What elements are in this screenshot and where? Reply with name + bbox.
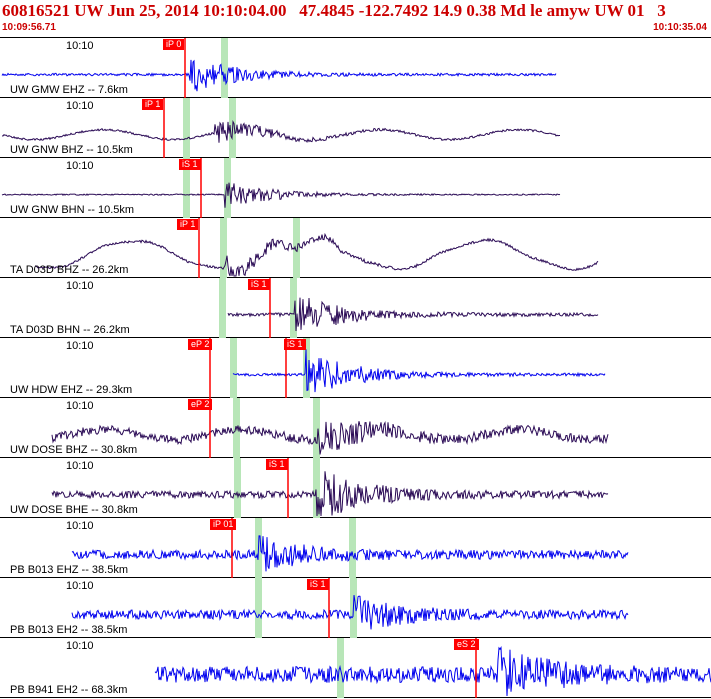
waveform-line	[71, 595, 629, 630]
trace-panel[interactable]: 10:10 PB B941 EH2 -- 68.3km eS 2	[0, 638, 711, 698]
pick-band	[230, 338, 237, 398]
pick-band	[219, 278, 226, 338]
time-tick-label: 10:10	[66, 580, 94, 592]
trace-panel[interactable]: 10:10 UW DOSE BHE -- 30.8km iS 1	[0, 458, 711, 518]
pick-label[interactable]: iP 01	[210, 519, 237, 530]
trace-svg	[51, 458, 609, 518]
waveform-line	[227, 297, 599, 332]
waveform-line	[232, 349, 606, 393]
pick-label[interactable]: iP 1	[177, 219, 199, 230]
station-label: UW HDW EHZ -- 29.3km	[10, 384, 133, 396]
pick-band	[293, 218, 300, 278]
trace-panel[interactable]: TA D03D BHZ -- 26.2km iP 1	[0, 218, 711, 278]
waveform-line	[1, 59, 557, 92]
station-label: UW DOSE BHZ -- 30.8km	[10, 444, 138, 456]
pick-band	[221, 38, 228, 98]
seismogram-plot: 10:10 UW GMW EHZ -- 7.6km iP 0 10:10 UW GNW …	[0, 37, 711, 699]
end-time: 10:10:35.04	[653, 22, 707, 33]
trace-panel[interactable]: 10:10 TA D03D BHN -- 26.2km iS 1	[0, 278, 711, 338]
trace-panel[interactable]: 10:10 UW HDW EHZ -- 29.3km eP 2 iS 1	[0, 338, 711, 398]
station-label: UW GNW BHN -- 10.5km	[10, 204, 135, 216]
waveform-line	[1, 182, 561, 208]
event-header: 60816521 UW Jun 25, 2014 10:10:04.00 47.…	[0, 0, 711, 37]
trace-panel[interactable]: 10:10 PB B013 EH2 -- 38.5km iS 1	[0, 578, 711, 638]
waveform-line	[51, 471, 609, 517]
pick-label[interactable]: iS 1	[179, 159, 201, 170]
pick-band	[313, 398, 320, 458]
trace-svg	[1, 98, 560, 158]
time-tick-label: 10:10	[66, 640, 94, 652]
time-tick-label: 10:10	[66, 340, 94, 352]
waveform-line	[34, 232, 599, 277]
time-tick-label: 10:10	[66, 40, 94, 52]
station-label: TA D03D BHZ -- 26.2km	[10, 264, 129, 276]
waveform-line	[51, 420, 609, 455]
station-label: PB B013 EH2 -- 38.5km	[10, 624, 128, 636]
waveform-line	[154, 645, 711, 697]
trace-panel[interactable]: 10:10 UW GNW BHN -- 10.5km iS 1	[0, 158, 711, 218]
trace-svg	[34, 218, 599, 278]
trace-svg	[219, 278, 599, 338]
pick-label[interactable]: iS 1	[266, 459, 288, 470]
pick-band	[183, 158, 190, 218]
time-tick-label: 10:10	[66, 400, 94, 412]
station-label: PB B013 EHZ -- 38.5km	[10, 564, 128, 576]
pick-band	[313, 458, 320, 518]
pick-band	[234, 458, 241, 518]
trace-svg	[1, 38, 557, 98]
pick-label[interactable]: iP 1	[142, 99, 164, 110]
station-label: UW GNW BHZ -- 10.5km	[10, 144, 133, 156]
pick-label[interactable]: iP 0	[163, 39, 185, 50]
trace-panel[interactable]: 10:10 UW GNW BHZ -- 10.5km iP 1	[0, 98, 711, 158]
pick-label[interactable]: eP 2	[188, 399, 213, 410]
trace-svg	[71, 578, 629, 638]
pick-band	[255, 578, 262, 638]
pick-label[interactable]: eS 2	[454, 639, 479, 650]
trace-panel[interactable]: 10:10 PB B013 EHZ -- 38.5km iP 01	[0, 518, 711, 578]
waveform-line	[71, 535, 629, 572]
trace-panel[interactable]: 10:10 UW DOSE BHZ -- 30.8km eP 2	[0, 398, 711, 458]
pick-label-secondary[interactable]: iS 1	[284, 339, 306, 350]
event-title: 60816521 UW Jun 25, 2014 10:10:04.00 47.…	[2, 1, 666, 20]
pick-label[interactable]: iS 1	[248, 279, 270, 290]
station-label: PB B941 EH2 -- 68.3km	[10, 684, 128, 696]
trace-panel[interactable]: 10:10 UW GMW EHZ -- 7.6km iP 0	[0, 38, 711, 98]
time-tick-label: 10:10	[66, 100, 94, 112]
station-label: UW GMW EHZ -- 7.6km	[10, 84, 128, 96]
time-tick-label: 10:10	[66, 460, 94, 472]
pick-label[interactable]: eP 2	[188, 339, 213, 350]
time-tick-label: 10:10	[66, 280, 94, 292]
start-time: 10:09:56.71	[2, 22, 56, 33]
waveform-line	[1, 119, 560, 143]
station-label: UW DOSE BHE -- 30.8km	[10, 504, 138, 516]
pick-label[interactable]: iS 1	[307, 579, 329, 590]
trace-svg	[1, 158, 561, 218]
pick-band	[349, 518, 356, 578]
time-tick-label: 10:10	[66, 160, 94, 172]
pick-band	[183, 98, 190, 158]
pick-band	[220, 218, 227, 278]
pick-band	[290, 278, 297, 338]
time-tick-label: 10:10	[66, 520, 94, 532]
station-label: TA D03D BHN -- 26.2km	[10, 324, 130, 336]
